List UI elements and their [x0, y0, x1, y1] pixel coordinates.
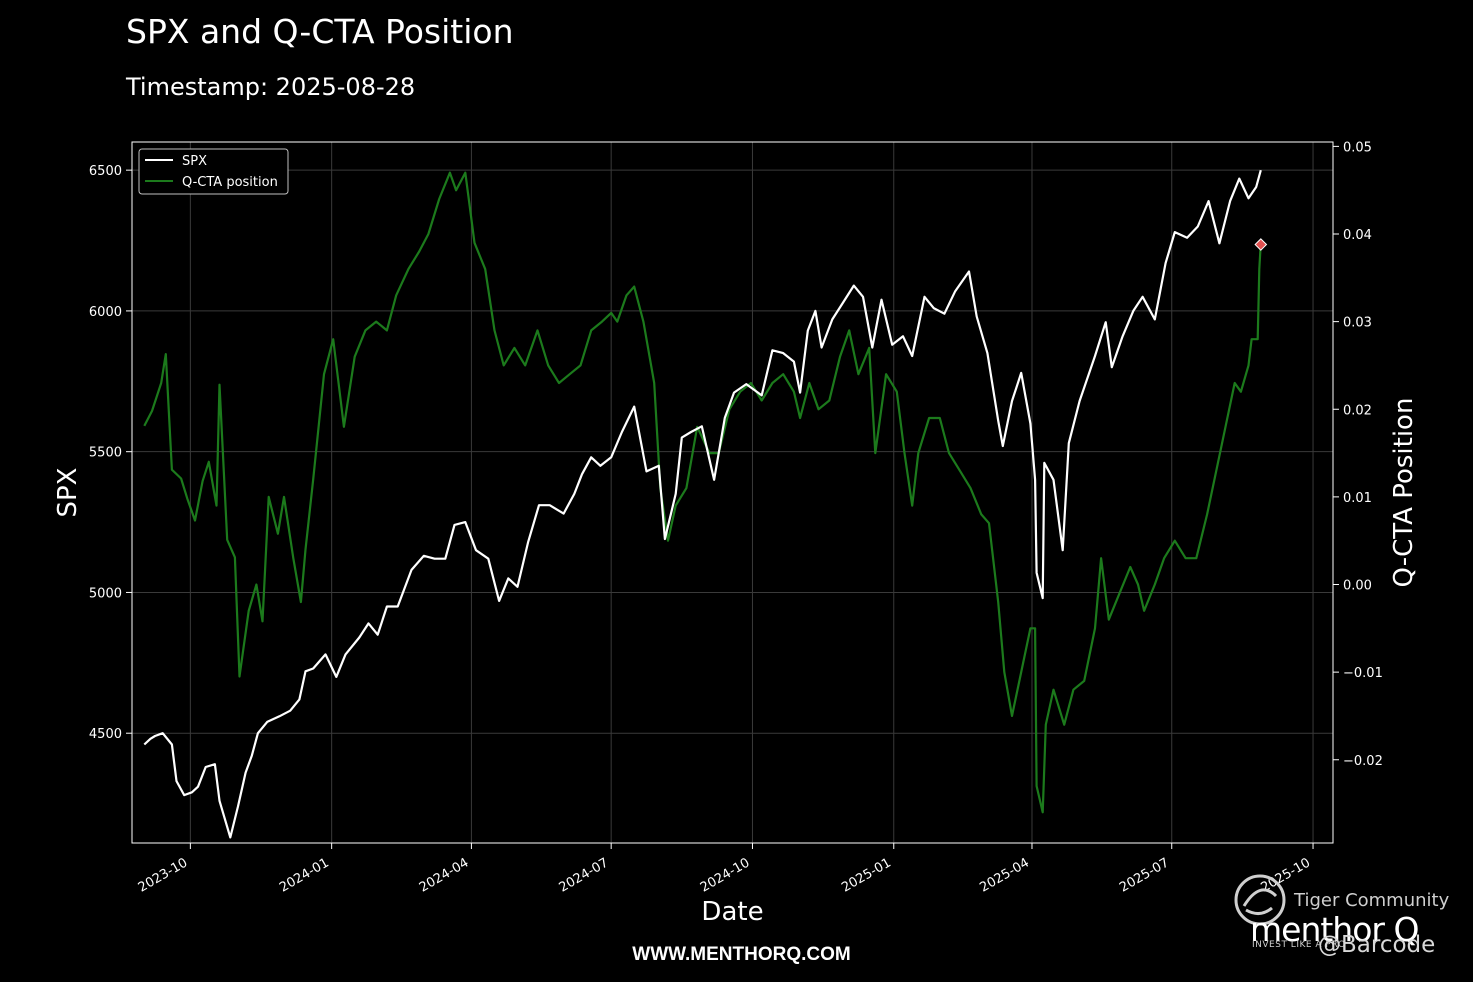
x-tick-label: 2024-01 [277, 855, 332, 895]
x-tick-label: 2025-04 [977, 855, 1032, 895]
last-value-marker [1254, 238, 1268, 251]
y2-tick-label: 0.02 [1343, 403, 1372, 418]
y-axis-label: SPX [53, 468, 83, 518]
plot-frame [131, 141, 1334, 844]
y2-tick-label: 0.00 [1343, 579, 1372, 594]
tiger-logo-icon [1234, 874, 1286, 926]
y2-axis-label: Q-CTA Position [1389, 398, 1419, 588]
x-tick-label: 2024-07 [557, 855, 612, 895]
series-line-q-cta [143, 171, 1262, 814]
x-tick-label: 2025-07 [1117, 855, 1172, 895]
legend-label-q-cta: Q-CTA position [182, 175, 278, 190]
footer-url: WWW.MENTHORQ.COM [632, 944, 851, 965]
chart-subtitle: Timestamp: 2025-08-28 [126, 73, 416, 101]
y-tick-label: 6000 [89, 305, 122, 320]
watermark-handle: @Barcode [1318, 932, 1436, 958]
y2-tick-label: 0.05 [1343, 140, 1372, 155]
chart-title: SPX and Q-CTA Position [126, 12, 514, 51]
x-tick-label: 2025-01 [839, 855, 894, 895]
watermark-community: Tiger Community [1294, 890, 1450, 911]
series-line-spx [143, 169, 1262, 839]
x-tick-label: 2023-10 [136, 855, 191, 895]
legend-box [138, 148, 289, 195]
y-tick-label: 4500 [89, 727, 122, 742]
y2-tick-label: −0.02 [1343, 754, 1383, 769]
watermark: Tiger Community menthor Q INVEST LIKE A … [1232, 872, 1462, 972]
y2-tick-label: −0.01 [1343, 666, 1383, 681]
watermark-tagline: INVEST LIKE A PRO [1252, 940, 1346, 950]
x-tick-label: 2024-04 [417, 855, 472, 895]
x-tick-label: 2024-10 [698, 855, 753, 895]
y2-tick-label: 0.01 [1343, 491, 1372, 506]
x-axis-label: Date [701, 897, 763, 927]
watermark-brand: menthor Q [1250, 910, 1419, 949]
y-tick-label: 6500 [89, 164, 122, 179]
y-tick-label: 5000 [89, 586, 122, 601]
y2-tick-label: 0.03 [1343, 316, 1372, 331]
legend-label-spx: SPX [182, 154, 207, 169]
y2-tick-label: 0.04 [1343, 228, 1372, 243]
y-tick-label: 5500 [89, 446, 122, 461]
